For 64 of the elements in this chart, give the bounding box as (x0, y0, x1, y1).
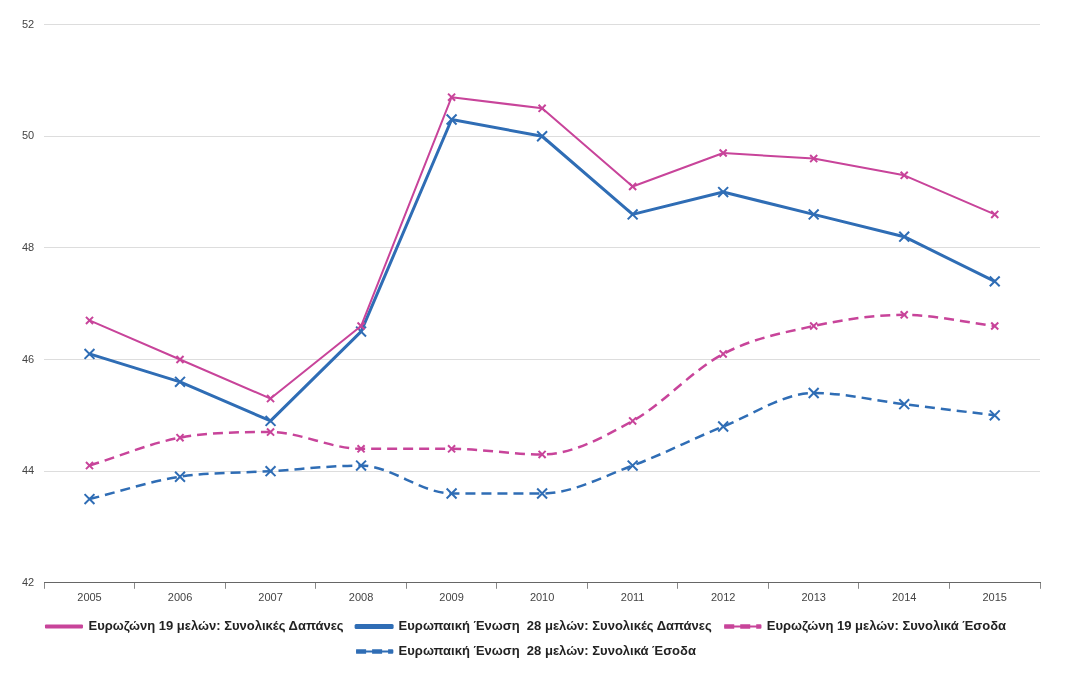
point (807, 208, 820, 221)
point (626, 208, 639, 221)
point (537, 103, 547, 113)
x-tick-label: 2006 (167, 591, 193, 604)
point (809, 321, 819, 331)
point (356, 444, 366, 454)
point (174, 375, 186, 388)
point (266, 427, 276, 437)
point (718, 349, 728, 359)
point (447, 92, 457, 102)
point (899, 170, 909, 180)
y-tick-label: 50 (21, 129, 35, 142)
point (175, 354, 185, 365)
x-tick-label: 2005 (77, 591, 102, 604)
point (988, 409, 1001, 422)
point (445, 113, 458, 126)
x-tick-label: 2007 (258, 591, 283, 604)
point (537, 449, 547, 459)
point (83, 493, 96, 506)
point (990, 209, 1000, 219)
point (990, 321, 1000, 331)
point (536, 487, 549, 500)
point (266, 394, 276, 404)
point (717, 420, 730, 433)
x-tick-label: 2014 (891, 591, 917, 604)
point (628, 416, 638, 426)
y-tick-label: 52 (21, 17, 35, 30)
point (628, 181, 638, 192)
point (445, 487, 458, 500)
point (264, 414, 277, 427)
legend-label: Ευρωζώνη 19 μελών: Συνολικές Δαπάνες (88, 618, 344, 634)
point (356, 321, 366, 331)
x-tick-label: 2013 (801, 591, 826, 604)
point (899, 310, 909, 320)
y-tick-label: 46 (21, 352, 35, 365)
point (807, 387, 820, 399)
point (174, 470, 186, 483)
point (717, 186, 730, 199)
point (809, 154, 819, 164)
x-tick-label: 2011 (620, 591, 645, 604)
legend-label: Ευρωζώνη 19 μελών: Συνολικά Έσοδα (766, 618, 1007, 634)
point (988, 275, 1001, 288)
y-tick-label: 42 (21, 575, 35, 588)
point (355, 459, 368, 472)
point (536, 130, 549, 143)
point (84, 461, 95, 471)
point (447, 444, 457, 454)
legend-label: Ευρωπαική Ένωση 28 μελών: Συνολικές Δαπάνες (398, 618, 712, 634)
point (626, 459, 639, 472)
point (718, 148, 728, 158)
point (83, 347, 96, 360)
x-tick-label: 2008 (348, 591, 374, 604)
x-tick-label: 2015 (982, 591, 1007, 604)
y-tick-label: 44 (21, 464, 35, 477)
x-tick-label: 2010 (529, 591, 555, 604)
point (264, 465, 277, 478)
legend-label: Ευρωπαική Ένωση 28 μελών: Συνολικά Έσοδα (398, 643, 696, 659)
point (175, 433, 185, 443)
point (898, 230, 911, 243)
x-tick-label: 2012 (710, 591, 736, 604)
x-tick-label: 2009 (439, 591, 464, 604)
point (84, 315, 95, 325)
y-tick-label: 48 (21, 240, 35, 253)
point (898, 398, 911, 411)
